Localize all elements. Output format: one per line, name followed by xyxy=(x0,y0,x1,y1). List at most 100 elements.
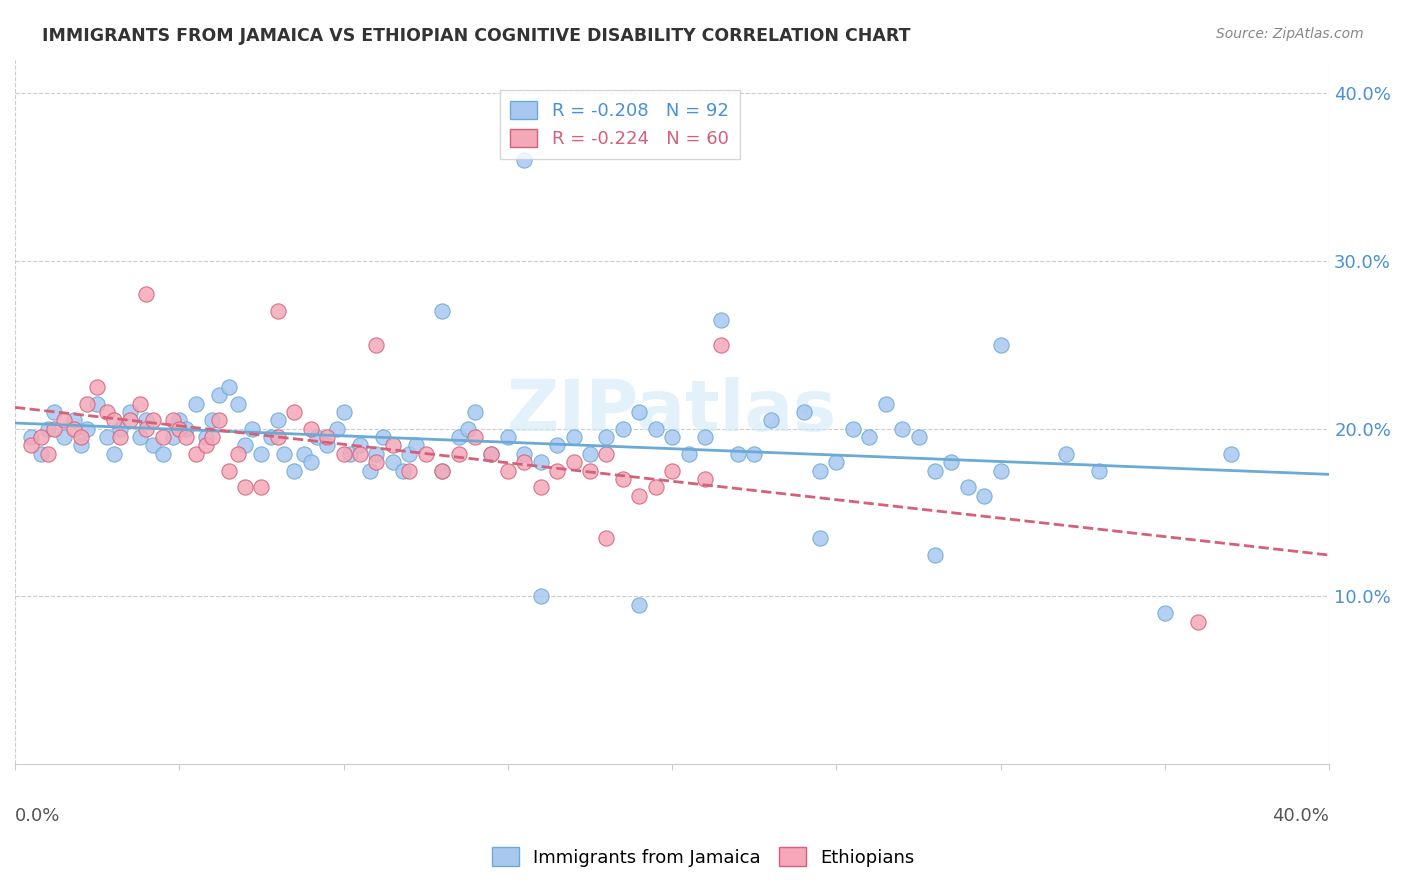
Point xyxy=(53,430,76,444)
Point xyxy=(530,480,553,494)
Point xyxy=(644,422,666,436)
Point xyxy=(135,422,157,436)
Point xyxy=(53,413,76,427)
Point xyxy=(316,430,339,444)
Point xyxy=(201,430,224,444)
Point xyxy=(44,422,66,436)
Point xyxy=(693,430,716,444)
Point xyxy=(30,447,52,461)
Point xyxy=(481,447,503,461)
Point xyxy=(579,464,602,478)
Point xyxy=(250,480,273,494)
Point xyxy=(86,396,108,410)
Point xyxy=(546,464,568,478)
Point xyxy=(513,455,536,469)
Point xyxy=(250,447,273,461)
Point xyxy=(174,430,197,444)
Point xyxy=(162,413,184,427)
Point xyxy=(858,430,880,444)
Point xyxy=(128,430,150,444)
Point xyxy=(710,312,733,326)
Point xyxy=(283,405,305,419)
Point xyxy=(612,472,634,486)
Point xyxy=(152,430,174,444)
Point xyxy=(391,464,413,478)
Point xyxy=(481,447,503,461)
Point xyxy=(891,422,914,436)
Point xyxy=(37,447,59,461)
Point xyxy=(69,430,91,444)
Point xyxy=(808,531,831,545)
Point xyxy=(174,422,197,436)
Point xyxy=(228,447,250,461)
Point xyxy=(1088,464,1111,478)
Point xyxy=(628,405,651,419)
Point xyxy=(513,447,536,461)
Text: 40.0%: 40.0% xyxy=(1272,806,1329,824)
Point xyxy=(990,338,1012,352)
Text: IMMIGRANTS FROM JAMAICA VS ETHIOPIAN COGNITIVE DISABILITY CORRELATION CHART: IMMIGRANTS FROM JAMAICA VS ETHIOPIAN COG… xyxy=(42,27,911,45)
Point xyxy=(759,413,782,427)
Point xyxy=(1154,607,1177,621)
Point xyxy=(76,396,98,410)
Point xyxy=(349,438,371,452)
Point xyxy=(457,422,479,436)
Point xyxy=(152,447,174,461)
Point xyxy=(63,413,86,427)
Point xyxy=(530,590,553,604)
Point xyxy=(381,438,404,452)
Text: 0.0%: 0.0% xyxy=(15,806,60,824)
Point xyxy=(44,405,66,419)
Point xyxy=(430,464,453,478)
Point xyxy=(233,480,256,494)
Point xyxy=(135,413,157,427)
Point xyxy=(496,430,519,444)
Point xyxy=(128,396,150,410)
Point xyxy=(825,455,848,469)
Point xyxy=(398,447,420,461)
Point xyxy=(299,422,322,436)
Point xyxy=(201,413,224,427)
Point xyxy=(162,430,184,444)
Text: Source: ZipAtlas.com: Source: ZipAtlas.com xyxy=(1216,27,1364,41)
Point xyxy=(339,447,361,461)
Point xyxy=(793,405,815,419)
Point xyxy=(240,422,263,436)
Point xyxy=(208,413,231,427)
Point xyxy=(260,430,283,444)
Point xyxy=(644,480,666,494)
Point xyxy=(76,422,98,436)
Point xyxy=(612,422,634,436)
Point xyxy=(184,396,207,410)
Point xyxy=(103,413,125,427)
Point xyxy=(727,447,749,461)
Point xyxy=(496,464,519,478)
Point xyxy=(142,438,165,452)
Point xyxy=(37,422,59,436)
Point xyxy=(108,422,131,436)
Point xyxy=(283,464,305,478)
Point xyxy=(973,489,995,503)
Point xyxy=(513,153,536,168)
Legend: R = -0.208   N = 92, R = -0.224   N = 60: R = -0.208 N = 92, R = -0.224 N = 60 xyxy=(499,90,740,159)
Point xyxy=(332,447,354,461)
Point xyxy=(316,438,339,452)
Point xyxy=(103,447,125,461)
Point xyxy=(924,464,946,478)
Point xyxy=(1054,447,1077,461)
Point xyxy=(464,430,486,444)
Point xyxy=(142,413,165,427)
Point xyxy=(194,438,217,452)
Point xyxy=(808,464,831,478)
Legend: Immigrants from Jamaica, Ethiopians: Immigrants from Jamaica, Ethiopians xyxy=(484,840,922,874)
Point xyxy=(398,464,420,478)
Point xyxy=(194,430,217,444)
Point xyxy=(218,464,240,478)
Point xyxy=(710,338,733,352)
Point xyxy=(20,430,42,444)
Point xyxy=(218,380,240,394)
Point xyxy=(366,455,388,469)
Point xyxy=(546,438,568,452)
Point xyxy=(96,430,118,444)
Point xyxy=(118,405,141,419)
